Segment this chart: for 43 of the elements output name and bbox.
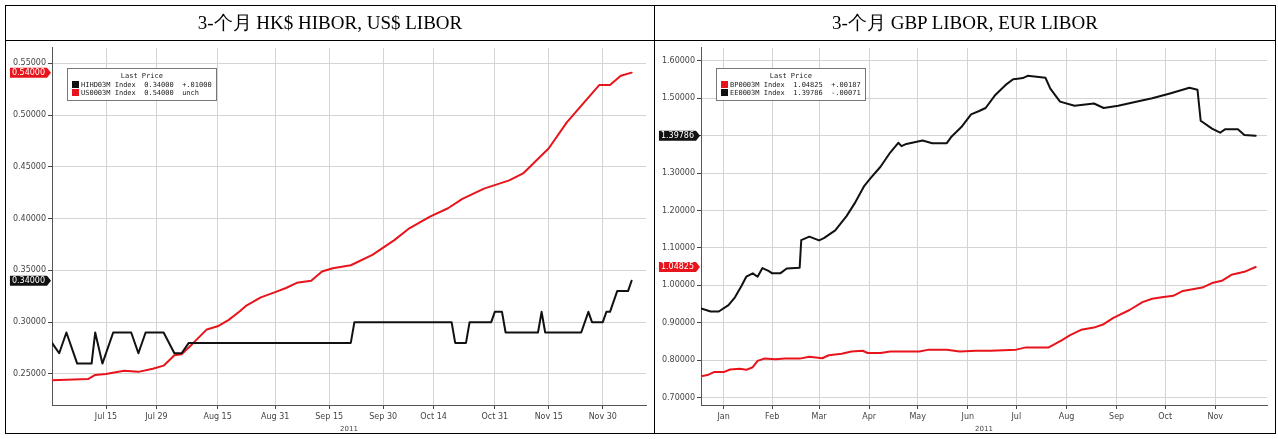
x-tick-label: May bbox=[909, 411, 927, 421]
y-tick-label: 0.90000 bbox=[661, 317, 695, 327]
x-tick-label: Sep bbox=[1109, 411, 1125, 421]
x-tick-label: Oct 14 bbox=[420, 411, 447, 421]
x-tick-label: Oct 31 bbox=[481, 411, 509, 421]
x-tick-label: Apr bbox=[862, 411, 877, 421]
text: 0.54000 bbox=[11, 67, 46, 77]
y-tick-label: 0.70000 bbox=[661, 392, 695, 402]
x-tick-label: Feb bbox=[765, 411, 780, 421]
y-tick-label: 0.30000 bbox=[12, 317, 46, 327]
x-tick-label: Jun bbox=[960, 411, 975, 421]
x-tick-label: Nov bbox=[1207, 411, 1224, 421]
x-tick-label: Jul bbox=[1010, 411, 1022, 421]
y-tick-label: 0.50000 bbox=[12, 110, 46, 120]
y-tick-label: 0.35000 bbox=[12, 265, 46, 275]
y-tick-label: 1.20000 bbox=[661, 205, 695, 215]
y-tick-label: 1.60000 bbox=[661, 55, 695, 65]
x-tick-label: Sep 30 bbox=[369, 411, 398, 421]
y-tick-label: 0.55000 bbox=[12, 58, 46, 68]
x-tick-label: Jul 15 bbox=[93, 411, 118, 421]
x-tick-label: Aug 15 bbox=[203, 411, 232, 421]
y-tick-label: 1.50000 bbox=[661, 93, 695, 103]
y-tick-label: 0.40000 bbox=[12, 213, 46, 223]
x-tick-label: Aug 31 bbox=[261, 411, 290, 421]
text: 0.34000 bbox=[11, 275, 46, 285]
x-tick-label: Aug bbox=[1058, 411, 1075, 421]
x-tick-label: Jan bbox=[716, 411, 730, 421]
x-tick-label: Nov 15 bbox=[534, 411, 563, 421]
y-tick-label: 1.10000 bbox=[661, 242, 695, 252]
x-tick-label: Sep 15 bbox=[315, 411, 344, 421]
chart-title: 3-个月 HK$ HIBOR, US$ LIBOR bbox=[6, 6, 654, 41]
text: 1.04825 bbox=[660, 262, 695, 272]
chart-title: 3-个月 GBP LIBOR, EUR LIBOR bbox=[655, 6, 1275, 41]
x-tick-label: Nov 30 bbox=[588, 411, 617, 421]
y-tick-label: 0.45000 bbox=[12, 161, 46, 171]
x-tick-label: Mar bbox=[811, 411, 828, 421]
y-tick-label: 0.80000 bbox=[661, 355, 695, 365]
y-tick-label: 1.00000 bbox=[661, 280, 695, 290]
x-tick-label: Oct bbox=[1158, 411, 1173, 421]
y-tick-label: 1.30000 bbox=[661, 168, 695, 178]
y-tick-label: 0.25000 bbox=[12, 369, 46, 379]
text: 1.39786 bbox=[660, 130, 695, 140]
x-tick-label: Jul 29 bbox=[144, 411, 168, 421]
